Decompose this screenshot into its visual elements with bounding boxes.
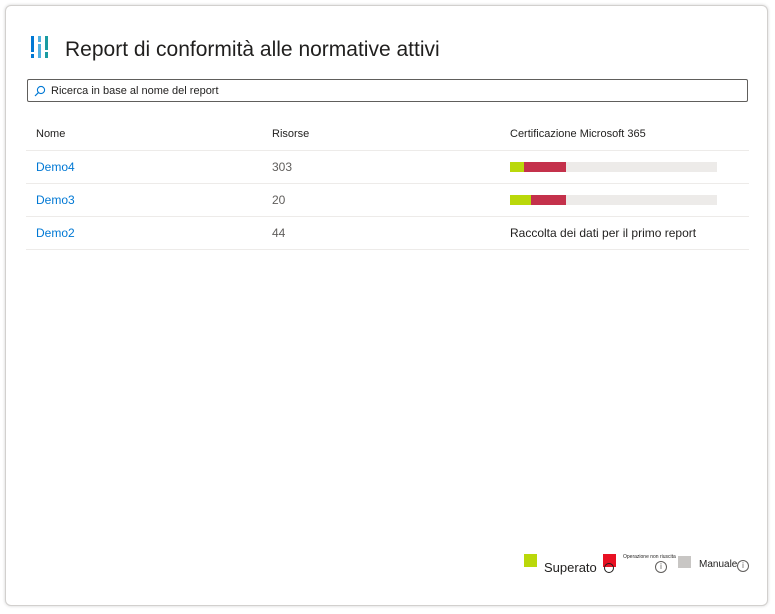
table-header: Nome Risorse Certificazione Microsoft 36… — [26, 119, 749, 151]
column-header-certification[interactable]: Certificazione Microsoft 365 — [510, 128, 646, 140]
certification-bar — [510, 195, 717, 205]
column-header-resources[interactable]: Risorse — [272, 128, 310, 140]
legend-swatch-manual — [678, 556, 691, 568]
legend-label-pass: Superato — [544, 560, 597, 575]
reports-table: Nome Risorse Certificazione Microsoft 36… — [26, 119, 749, 250]
bar-segment-fail — [524, 162, 566, 172]
page-title: Report di conformità alle normative atti… — [65, 38, 440, 61]
info-icon[interactable]: i — [737, 560, 749, 572]
report-name-link[interactable]: Demo3 — [36, 193, 75, 207]
report-card: Report di conformità alle normative atti… — [5, 5, 768, 606]
table-row[interactable]: Demo4 303 — [26, 151, 749, 184]
table-row[interactable]: Demo2 44 Raccolta dei dati per il primo … — [26, 217, 749, 250]
legend-swatch-pass — [524, 554, 537, 567]
bar-segment-pass — [510, 195, 531, 205]
table-row[interactable]: Demo3 20 — [26, 184, 749, 217]
search-icon — [34, 85, 46, 96]
resources-count: 303 — [272, 160, 293, 174]
report-name-link[interactable]: Demo2 — [36, 226, 75, 240]
bar-segment-pass — [510, 162, 525, 172]
search-input[interactable] — [51, 84, 747, 97]
certification-bar — [510, 162, 717, 172]
resources-count: 44 — [272, 226, 286, 240]
radio-circle-icon — [604, 563, 614, 573]
search-box[interactable] — [27, 79, 748, 102]
legend-label-manual: Manuale — [699, 559, 738, 570]
resources-count: 20 — [272, 193, 286, 207]
bar-segment-fail — [530, 195, 566, 205]
info-icon[interactable]: i — [655, 561, 667, 573]
column-header-name[interactable]: Nome — [36, 128, 66, 140]
report-name-link[interactable]: Demo4 — [36, 160, 75, 174]
compliance-bars-icon — [31, 36, 48, 58]
legend: Superato Operazione non riuscita i Manua… — [6, 554, 769, 584]
legend-label-fail: Operazione non riuscita — [623, 554, 676, 560]
certification-status-text: Raccolta dei dati per il primo report — [510, 226, 697, 240]
